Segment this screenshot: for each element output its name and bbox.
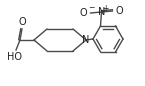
Text: O: O xyxy=(116,6,123,16)
Text: N: N xyxy=(82,35,90,45)
Text: O: O xyxy=(80,8,87,18)
Text: −: − xyxy=(88,4,95,12)
Text: N: N xyxy=(98,7,105,17)
Text: O: O xyxy=(18,17,26,27)
Text: HO: HO xyxy=(8,52,22,62)
Text: +: + xyxy=(102,4,108,13)
